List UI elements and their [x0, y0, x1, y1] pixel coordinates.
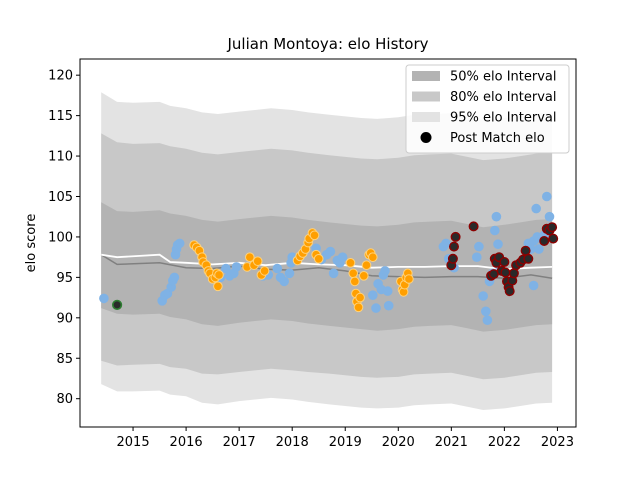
post-match-point — [328, 268, 339, 279]
post-match-point — [279, 276, 290, 287]
post-match-point — [450, 231, 461, 242]
post-match-point — [474, 241, 484, 252]
post-match-point — [478, 291, 489, 301]
plot-area — [99, 92, 559, 410]
legend-label: 50% elo Interval — [450, 70, 557, 85]
post-match-point — [404, 274, 414, 284]
post-match-point — [245, 252, 255, 263]
post-match-point — [493, 239, 503, 249]
post-match-point — [482, 315, 493, 326]
legend-label: Post Match elo — [450, 131, 545, 146]
post-match-point — [361, 260, 372, 271]
post-match-point — [371, 303, 381, 313]
post-match-point — [490, 225, 500, 236]
post-match-point — [380, 266, 390, 276]
legend-swatch — [412, 91, 440, 102]
x-tick-label: 2020 — [382, 435, 415, 450]
post-match-point — [382, 286, 393, 296]
plot-frame — [79, 58, 577, 428]
post-match-point — [348, 268, 359, 279]
post-match-point — [520, 245, 531, 256]
plot-content — [99, 92, 559, 410]
post-match-point — [504, 286, 515, 297]
post-match-point — [523, 253, 534, 264]
post-match-point — [539, 235, 550, 246]
post-match-point — [309, 230, 320, 241]
post-match-point — [272, 263, 283, 274]
legend-swatch — [412, 112, 440, 122]
x-tick-label: 2022 — [488, 435, 521, 450]
series-blue — [99, 191, 556, 326]
post-match-point — [252, 256, 263, 267]
post-match-point — [499, 257, 510, 268]
post-match-point — [353, 302, 364, 313]
series-orange — [189, 228, 414, 313]
y-tick-label: 85 — [56, 352, 73, 367]
post-match-point — [231, 262, 242, 272]
post-match-point — [174, 238, 185, 249]
legend-label: 95% elo Interval — [450, 111, 557, 126]
y-axis-label: elo score — [24, 214, 39, 273]
post-match-point — [214, 270, 224, 280]
y-tick-label: 80 — [56, 392, 73, 407]
chart-title: Julian Montoya: elo History — [226, 35, 428, 53]
post-match-point — [325, 246, 336, 257]
post-match-point — [548, 233, 559, 244]
post-match-point — [528, 280, 539, 291]
y-tick-label: 100 — [48, 230, 73, 245]
post-match-point — [313, 253, 324, 264]
legend-box — [405, 64, 570, 154]
series-green — [111, 299, 123, 311]
post-match-point — [355, 292, 365, 303]
y-tick-label: 95 — [56, 271, 73, 286]
post-match-point — [534, 244, 544, 254]
post-match-point — [99, 293, 109, 304]
y-tick-label: 120 — [48, 69, 73, 84]
x-tick-label: 2023 — [541, 435, 574, 450]
post-match-point — [383, 300, 394, 311]
x-tick-label: 2016 — [170, 435, 203, 450]
post-match-point — [449, 241, 460, 252]
post-match-point — [337, 252, 348, 263]
post-match-point — [345, 258, 356, 268]
legend-marker — [420, 132, 432, 143]
y-tick-label: 90 — [56, 311, 73, 326]
post-match-point — [447, 253, 458, 264]
legend: 50% elo Interval 80% elo Interval 95% elo … — [405, 64, 570, 154]
mean-elo-line — [101, 253, 553, 271]
post-match-point — [359, 271, 369, 281]
post-match-point — [472, 252, 482, 263]
y-tick-label: 105 — [48, 190, 73, 205]
post-match-point — [169, 272, 180, 283]
post-match-point — [500, 267, 511, 278]
y-tick-label: 115 — [48, 109, 73, 124]
post-match-point — [547, 222, 558, 233]
post-match-point — [542, 191, 552, 202]
x-tick-label: 2019 — [329, 435, 362, 450]
post-match-point — [368, 252, 378, 263]
post-match-point — [491, 211, 502, 222]
legend-label: 80% elo Interval — [450, 90, 557, 105]
post-match-point — [468, 221, 479, 232]
post-match-point — [531, 203, 542, 214]
post-match-point — [481, 306, 491, 317]
post-match-point — [544, 211, 555, 222]
x-tick-label: 2015 — [117, 435, 150, 450]
legend-swatch — [412, 71, 440, 81]
post-match-point — [350, 276, 360, 287]
axes: 2015 2016 2017 2018 2019 2020 2021 2022 2023 80 85… — [48, 58, 577, 450]
y-tick-label: 110 — [48, 150, 73, 165]
band-50-interval — [101, 202, 553, 332]
post-match-point — [111, 299, 123, 311]
post-match-point — [368, 290, 378, 301]
post-match-point — [213, 281, 223, 292]
post-match-point — [508, 268, 519, 279]
x-tick-label: 2021 — [435, 435, 468, 450]
x-tick-label: 2017 — [223, 435, 256, 450]
x-tick-label: 2018 — [276, 435, 309, 450]
post-match-point — [284, 268, 295, 279]
series-dark — [446, 221, 559, 297]
post-match-point — [259, 266, 270, 276]
